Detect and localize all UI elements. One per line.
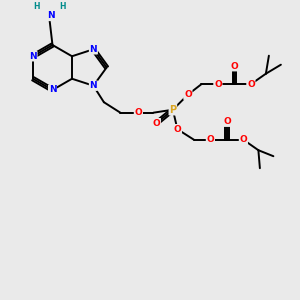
Text: O: O xyxy=(134,108,142,117)
Text: O: O xyxy=(173,125,181,134)
Text: N: N xyxy=(90,81,97,90)
Text: N: N xyxy=(49,85,56,94)
Text: O: O xyxy=(184,90,192,99)
Text: H: H xyxy=(34,2,40,11)
Text: O: O xyxy=(206,135,214,144)
Text: O: O xyxy=(223,117,231,126)
Text: O: O xyxy=(239,135,247,144)
Text: H: H xyxy=(59,2,65,11)
Text: O: O xyxy=(247,80,255,89)
Text: O: O xyxy=(230,62,238,71)
Text: N: N xyxy=(90,45,97,54)
Text: O: O xyxy=(152,119,160,128)
Text: N: N xyxy=(47,11,55,20)
Text: P: P xyxy=(169,105,176,115)
Text: O: O xyxy=(214,80,222,89)
Text: N: N xyxy=(29,52,37,61)
